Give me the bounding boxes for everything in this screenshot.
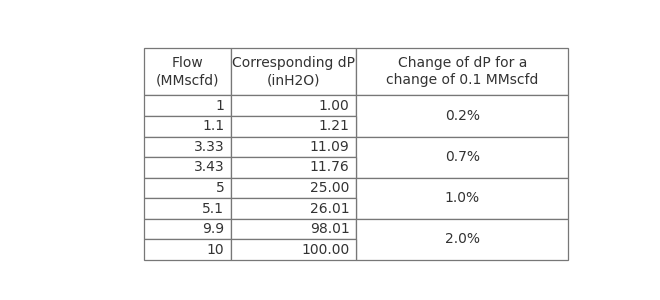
Bar [144,47,231,95]
Text: 1.21: 1.21 [319,119,350,133]
Text: 0.2%: 0.2% [445,109,480,123]
Bar [231,178,356,198]
Text: 3.43: 3.43 [193,160,224,174]
Bar [356,178,568,219]
Bar [144,219,231,239]
Bar [356,219,568,260]
Bar [144,136,231,157]
Bar [231,219,356,239]
Text: 100.00: 100.00 [301,243,350,257]
Text: 1: 1 [215,99,224,113]
Bar [144,95,231,116]
Text: Flow
(MMscfd): Flow (MMscfd) [156,56,219,87]
Text: 11.76: 11.76 [310,160,350,174]
Text: 26.01: 26.01 [310,202,350,216]
Text: 5: 5 [216,181,224,195]
Bar [144,239,231,260]
Text: 98.01: 98.01 [310,222,350,236]
Bar [231,239,356,260]
Text: 9.9: 9.9 [202,222,224,236]
Text: 5.1: 5.1 [202,202,224,216]
Text: Corresponding dP
(inH2O): Corresponding dP (inH2O) [232,56,355,87]
Bar [144,157,231,178]
Bar [356,95,568,136]
Text: 3.33: 3.33 [193,140,224,154]
Bar [231,136,356,157]
Bar [356,136,568,178]
Text: 1.00: 1.00 [319,99,350,113]
Text: 2.0%: 2.0% [445,232,480,247]
Bar [231,47,356,95]
Bar [356,47,568,95]
Bar [144,116,231,136]
Text: 1.0%: 1.0% [445,191,480,205]
Bar [231,116,356,136]
Text: 0.7%: 0.7% [445,150,480,164]
Text: 10: 10 [207,243,224,257]
Text: 11.09: 11.09 [310,140,350,154]
Bar [231,157,356,178]
Text: Change of dP for a
change of 0.1 MMscfd: Change of dP for a change of 0.1 MMscfd [386,56,539,87]
Bar [144,178,231,198]
Bar [231,198,356,219]
Bar [231,95,356,116]
Text: 25.00: 25.00 [310,181,350,195]
Bar [144,198,231,219]
Text: 1.1: 1.1 [202,119,224,133]
